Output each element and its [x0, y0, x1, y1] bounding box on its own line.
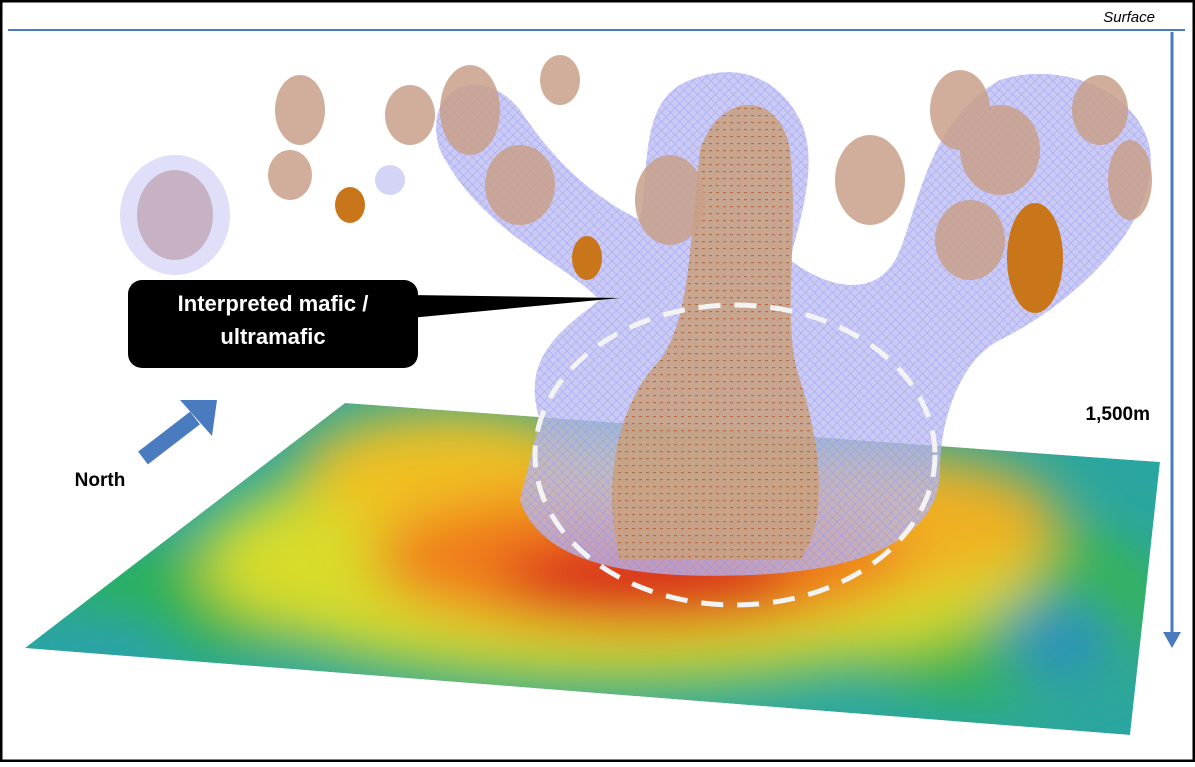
callout-line: ultramafic [220, 324, 325, 349]
callout-line: Interpreted mafic / [178, 291, 369, 316]
page: {"depth_scale": {"top_label": "Surface",… [0, 0, 1195, 762]
depth-label: 1,500m [1086, 404, 1150, 425]
north-label: North [75, 470, 126, 491]
surface-label: Surface [1103, 9, 1155, 26]
figure: Surface [0, 0, 1195, 762]
